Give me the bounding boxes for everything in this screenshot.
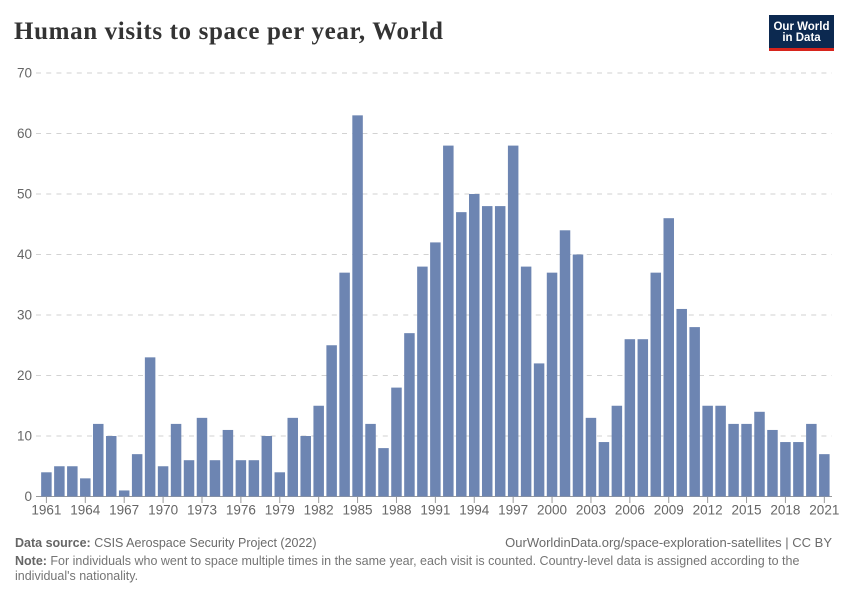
- svg-text:70: 70: [17, 66, 32, 81]
- svg-text:2006: 2006: [615, 503, 645, 518]
- svg-text:2009: 2009: [654, 503, 684, 518]
- svg-text:1970: 1970: [148, 503, 178, 518]
- svg-text:50: 50: [17, 187, 32, 202]
- svg-text:10: 10: [17, 429, 32, 444]
- svg-text:1997: 1997: [498, 503, 528, 518]
- svg-text:1985: 1985: [343, 503, 373, 518]
- svg-text:2012: 2012: [693, 503, 723, 518]
- svg-text:1967: 1967: [109, 503, 139, 518]
- svg-text:1964: 1964: [70, 503, 101, 518]
- svg-text:2021: 2021: [809, 503, 839, 518]
- svg-text:20: 20: [17, 368, 32, 383]
- svg-text:2003: 2003: [576, 503, 606, 518]
- svg-text:2000: 2000: [537, 503, 567, 518]
- svg-text:60: 60: [17, 126, 32, 141]
- svg-text:2018: 2018: [770, 503, 800, 518]
- svg-text:40: 40: [17, 247, 32, 262]
- svg-text:1979: 1979: [265, 503, 295, 518]
- svg-text:1976: 1976: [226, 503, 256, 518]
- svg-text:1994: 1994: [459, 503, 490, 518]
- svg-text:1988: 1988: [381, 503, 411, 518]
- svg-text:30: 30: [17, 308, 32, 323]
- svg-text:1982: 1982: [304, 503, 334, 518]
- svg-text:1961: 1961: [31, 503, 61, 518]
- svg-text:1973: 1973: [187, 503, 217, 518]
- svg-text:0: 0: [24, 489, 32, 504]
- svg-text:2015: 2015: [732, 503, 762, 518]
- svg-text:1991: 1991: [420, 503, 450, 518]
